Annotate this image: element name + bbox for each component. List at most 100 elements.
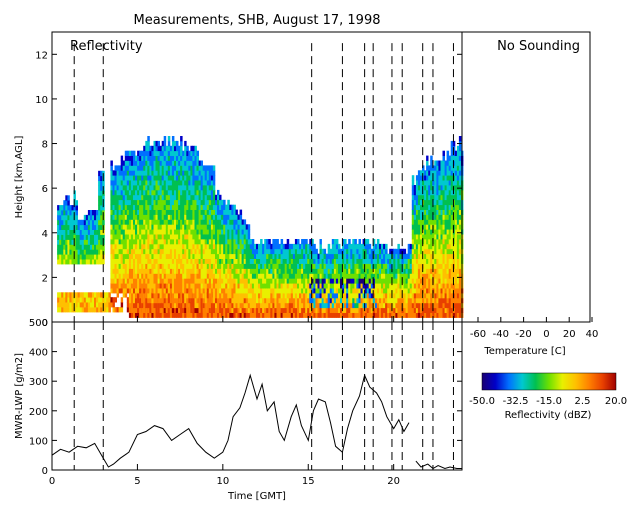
heatmap-cell bbox=[196, 189, 199, 196]
heatmap-cell bbox=[420, 283, 423, 289]
heatmap-cell bbox=[77, 229, 81, 235]
heatmap-cell bbox=[208, 293, 212, 299]
heatmap-cell bbox=[110, 283, 113, 289]
heatmap-cell bbox=[456, 258, 460, 264]
heatmap-cell bbox=[434, 263, 437, 269]
heatmap-cell bbox=[176, 307, 179, 313]
heatmap-cell bbox=[133, 199, 136, 206]
heatmap-cell bbox=[413, 194, 417, 201]
heatmap-cell bbox=[407, 293, 411, 299]
heatmap-cell bbox=[450, 268, 454, 274]
heatmap-cell bbox=[139, 185, 142, 191]
heatmap-cell bbox=[145, 297, 148, 304]
heatmap-cell bbox=[192, 268, 195, 274]
heatmap-cell bbox=[155, 273, 158, 279]
heatmap-cell bbox=[442, 214, 445, 220]
heatmap-cell bbox=[192, 189, 195, 196]
heatmap-cell bbox=[210, 194, 214, 201]
heatmap-cell bbox=[350, 312, 353, 318]
heatmap-cell bbox=[415, 239, 419, 245]
heatmap-cell bbox=[243, 297, 247, 304]
heatmap-cell bbox=[381, 312, 384, 318]
heatmap-cell bbox=[204, 189, 208, 196]
heatmap-cell bbox=[452, 258, 456, 264]
heatmap-cell bbox=[221, 209, 224, 215]
heatmap-cell bbox=[157, 224, 160, 230]
heatmap-cell bbox=[233, 234, 236, 240]
heatmap-cell bbox=[61, 307, 64, 313]
heatmap-cell bbox=[428, 224, 431, 230]
heatmap-cell bbox=[145, 288, 148, 294]
heatmap-cell bbox=[114, 307, 117, 313]
heatmap-cell bbox=[268, 307, 271, 313]
heatmap-cell bbox=[128, 165, 132, 171]
heatmap-cell bbox=[436, 312, 439, 318]
heatmap-cell bbox=[206, 283, 210, 289]
heatmap-cell bbox=[446, 312, 450, 318]
heatmap-cell bbox=[231, 307, 234, 313]
heatmap-cell bbox=[415, 185, 419, 191]
heatmap-cell bbox=[135, 278, 138, 284]
heatmap-cell bbox=[126, 175, 130, 181]
heatmap-cell bbox=[233, 214, 236, 220]
heatmap-cell bbox=[286, 283, 290, 289]
heatmap-cell bbox=[292, 307, 296, 313]
heatmap-cell bbox=[438, 204, 441, 210]
heatmap-cell bbox=[440, 243, 443, 250]
heatmap-cell bbox=[452, 243, 456, 250]
heatmap-cell bbox=[145, 293, 148, 299]
heatmap-cell bbox=[167, 253, 171, 259]
heatmap-cell bbox=[215, 219, 218, 225]
heatmap-cell bbox=[270, 293, 273, 299]
heatmap-cell bbox=[430, 214, 433, 220]
heatmap-cell bbox=[118, 273, 121, 279]
heatmap-cell bbox=[83, 292, 87, 298]
heatmap-cell bbox=[452, 288, 456, 294]
heatmap-cell bbox=[288, 302, 292, 309]
heatmap-cell bbox=[231, 312, 234, 318]
heatmap-cell bbox=[243, 293, 247, 299]
heatmap-cell bbox=[190, 199, 193, 206]
heatmap-cell bbox=[92, 292, 95, 298]
heatmap-cell bbox=[212, 293, 216, 299]
heatmap-cell bbox=[206, 199, 210, 206]
heatmap-cell bbox=[122, 243, 126, 250]
heatmap-cell bbox=[71, 229, 74, 235]
heatmap-cell bbox=[116, 175, 119, 181]
heatmap-cell bbox=[163, 297, 167, 304]
heatmap-cell bbox=[385, 312, 388, 318]
heatmap-cell bbox=[450, 312, 454, 318]
heatmap-cell bbox=[428, 283, 431, 289]
heatmap-cell bbox=[145, 170, 148, 176]
heatmap-cell bbox=[385, 273, 388, 279]
heatmap-cell bbox=[89, 214, 93, 221]
heatmap-cell bbox=[126, 150, 130, 156]
heatmap-cell bbox=[225, 273, 228, 279]
heatmap-cell bbox=[161, 234, 165, 240]
heatmap-cell bbox=[381, 273, 384, 279]
heatmap-cell bbox=[178, 150, 181, 156]
heatmap-cell bbox=[120, 175, 124, 181]
heatmap-cell bbox=[233, 263, 236, 269]
heatmap-cell bbox=[346, 293, 349, 299]
heatmap-cell bbox=[413, 214, 417, 220]
heatmap-cell bbox=[180, 307, 183, 313]
heatmap-cell bbox=[440, 209, 443, 215]
heatmap-cell bbox=[444, 204, 447, 210]
heatmap-cell bbox=[231, 219, 234, 225]
heatmap-cell bbox=[432, 239, 435, 245]
heatmap-cell bbox=[112, 258, 115, 264]
heatmap-cell bbox=[184, 288, 187, 294]
heatmap-cell bbox=[155, 258, 158, 264]
heatmap-cell bbox=[135, 204, 138, 210]
heatmap-cell bbox=[331, 239, 335, 245]
heatmap-cell bbox=[399, 307, 402, 313]
heatmap-cell bbox=[233, 243, 236, 250]
heatmap-cell bbox=[274, 263, 277, 269]
heatmap-cell bbox=[391, 283, 394, 289]
heatmap-cell bbox=[454, 214, 458, 220]
heatmap-cell bbox=[235, 239, 238, 245]
heatmap-cell bbox=[171, 283, 175, 289]
heatmap-cell bbox=[333, 283, 337, 289]
heatmap-cell bbox=[157, 204, 160, 210]
